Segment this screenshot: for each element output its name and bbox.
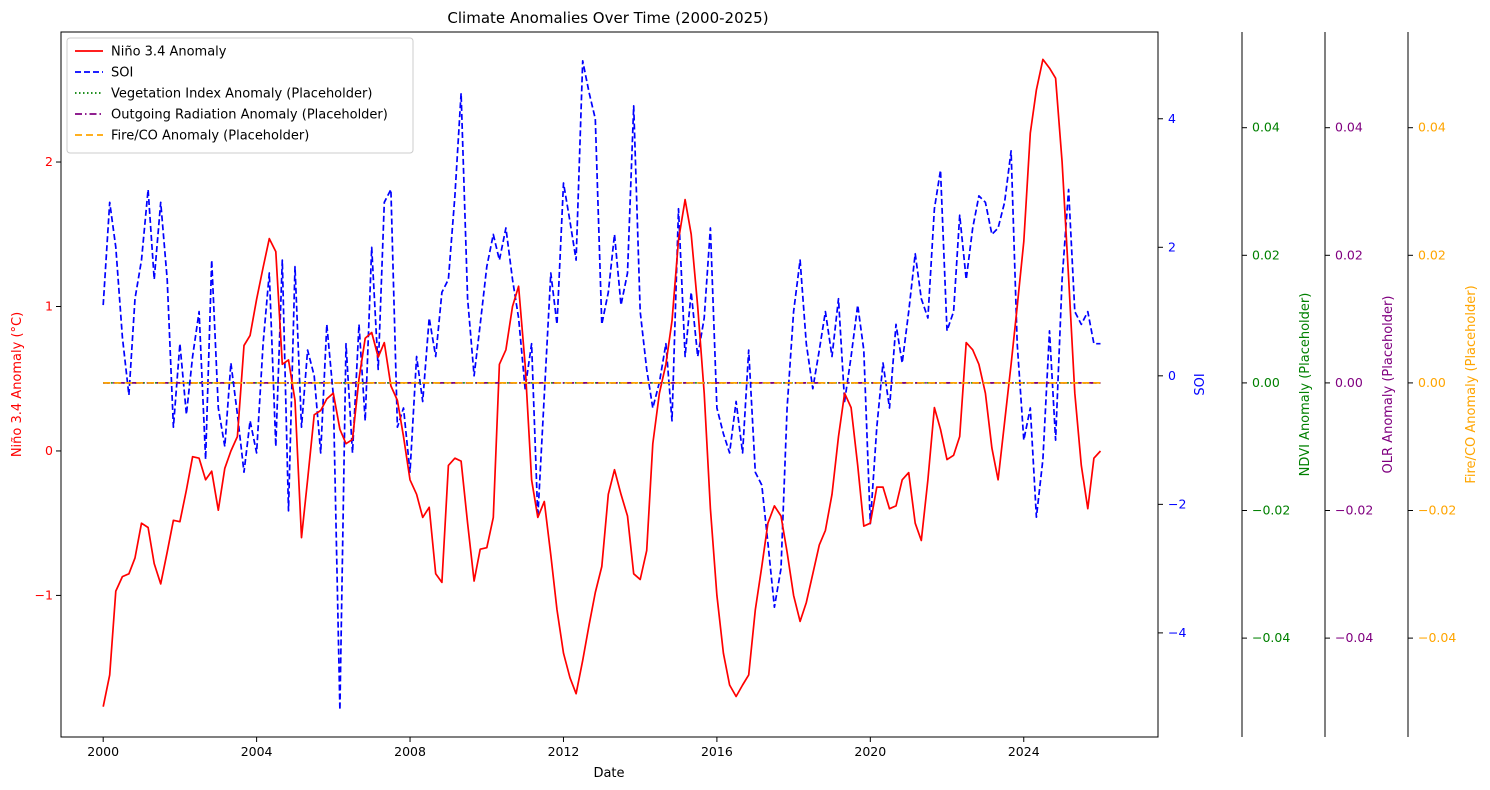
series-layer [102, 58, 1102, 711]
right_ndvi-tick-label: 0.02 [1252, 247, 1280, 262]
right_soi-tick-label: −2 [1168, 496, 1186, 511]
legend-entry-4: Fire/CO Anomaly (Placeholder) [111, 129, 309, 144]
x-tick-label: 2012 [548, 744, 580, 759]
right_fire-tick-label: 0.02 [1418, 247, 1446, 262]
series-line-1 [102, 60, 1101, 711]
right_olr-axis-label: OLR Anomaly (Placeholder) [1381, 296, 1396, 474]
series-line-0 [102, 58, 1102, 707]
x-axis-label: Date [593, 766, 624, 781]
left-y-tick-label: 1 [45, 298, 53, 313]
right_ndvi-tick-label: −0.02 [1252, 503, 1290, 518]
axes-layer: 2000 2004 2008 2012 2016 2020 2024 −1 0 1 2 Niño 3.… [10, 32, 1479, 759]
right_soi-tick-label: 4 [1168, 111, 1176, 126]
right_fire-axis-label: Fire/CO Anomaly (Placeholder) [1464, 285, 1479, 483]
right_olr-tick-label: 0.00 [1335, 375, 1363, 390]
x-tick-label: 2008 [394, 744, 426, 759]
legend-entry-2: Vegetation Index Anomaly (Placeholder) [111, 87, 372, 102]
right_fire-tick-label: 0.00 [1418, 375, 1446, 390]
legend-entry-3: Outgoing Radiation Anomaly (Placeholder) [111, 108, 388, 123]
right_fire-tick-label: −0.04 [1418, 630, 1456, 645]
x-tick-label: 2020 [854, 744, 886, 759]
right_olr-tick-label: −0.04 [1335, 630, 1373, 645]
right_soi-tick-label: −4 [1168, 625, 1186, 640]
x-tick-label: 2024 [1008, 744, 1040, 759]
x-tick-label: 2004 [241, 744, 273, 759]
right_ndvi-axis-label: NDVI Anomaly (Placeholder) [1298, 293, 1313, 477]
left-y-tick-label: −1 [35, 587, 53, 602]
left-y-axis-label: Niño 3.4 Anomaly (°C) [10, 312, 25, 457]
left-y-tick-label: 0 [45, 443, 53, 458]
x-tick-label: 2016 [701, 744, 733, 759]
right_fire-tick-label: −0.02 [1418, 503, 1456, 518]
legend[interactable]: Niño 3.4 Anomaly SOI Vegetation Index Anom… [66, 37, 414, 154]
left-y-tick-label: 2 [45, 154, 53, 169]
right_ndvi-tick-label: −0.04 [1252, 630, 1290, 645]
legend-entry-1: SOI [111, 66, 133, 81]
plot-frame [60, 31, 1159, 738]
right_olr-tick-label: −0.02 [1335, 503, 1373, 518]
right_ndvi-tick-label: 0.00 [1252, 375, 1280, 390]
chart-title: Climate Anomalies Over Time (2000-2025) [447, 9, 768, 27]
right_soi-axis-label: SOI [1193, 373, 1208, 395]
right_soi-tick-label: 2 [1168, 239, 1176, 254]
legend-entry-0: Niño 3.4 Anomaly [111, 45, 227, 60]
right_olr-tick-label: 0.02 [1335, 247, 1363, 262]
right_olr-tick-label: 0.04 [1335, 120, 1363, 135]
right_ndvi-tick-label: 0.04 [1252, 120, 1280, 135]
right_soi-tick-label: 0 [1168, 368, 1176, 383]
right_fire-tick-label: 0.04 [1418, 120, 1446, 135]
legend-frame [66, 37, 414, 154]
x-tick-label: 2000 [87, 744, 119, 759]
plot-area [60, 31, 1159, 738]
